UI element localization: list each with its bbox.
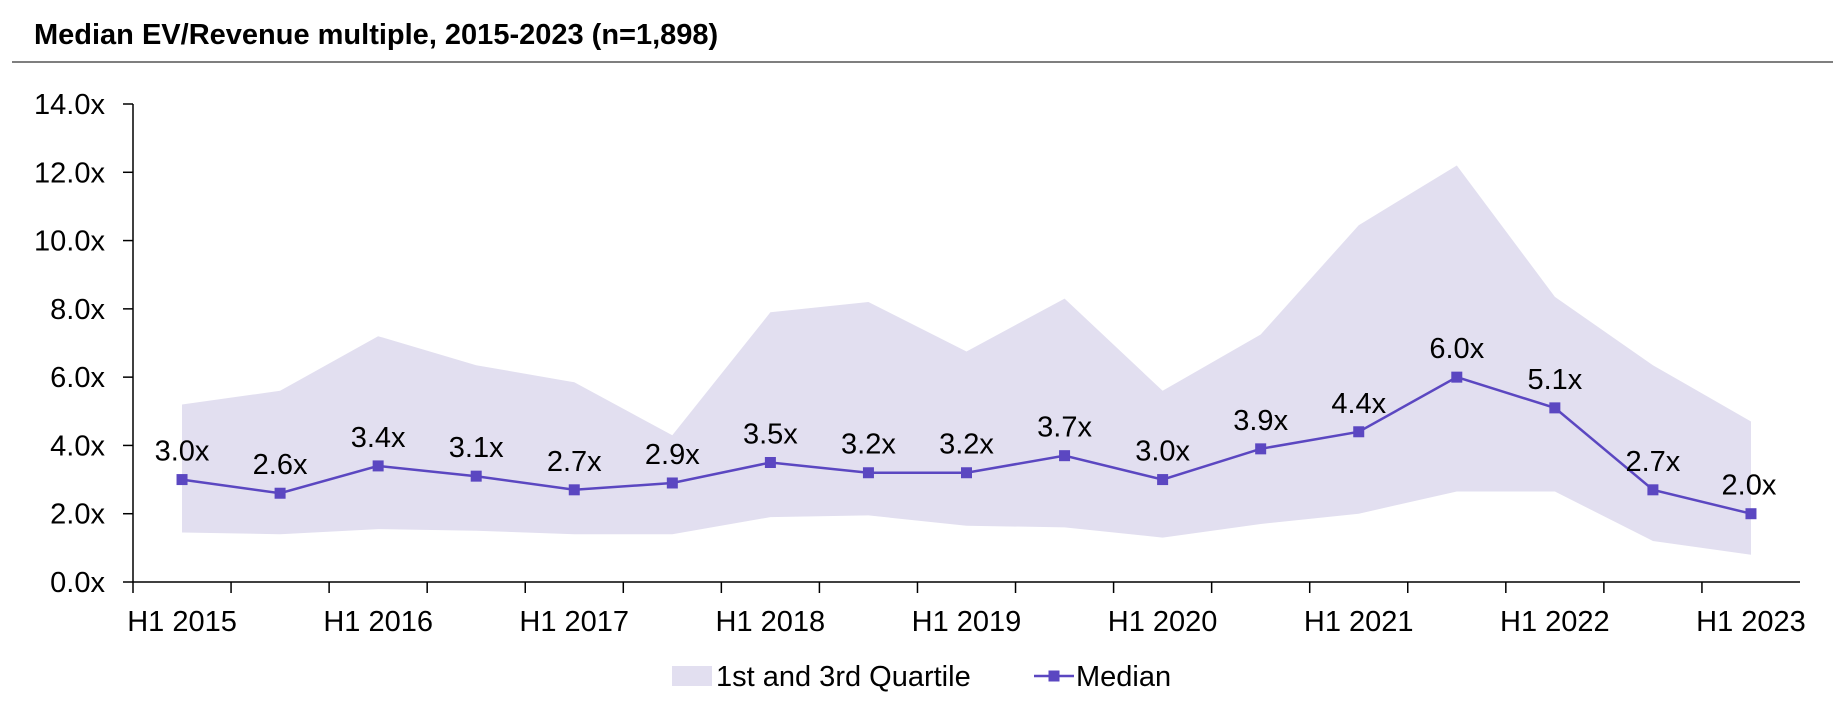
- legend-marker-median: [1048, 670, 1060, 682]
- legend-label-quartile: 1st and 3rd Quartile: [716, 661, 971, 693]
- y-tick-label: 4.0x: [50, 430, 105, 462]
- median-point: [1647, 484, 1659, 496]
- x-tick-label: H1 2016: [323, 606, 433, 638]
- median-point: [1353, 426, 1365, 438]
- data-label: 3.0x: [155, 436, 210, 468]
- data-label: 3.5x: [743, 419, 798, 451]
- quartile-area-layer: [182, 165, 1751, 555]
- data-label: 3.7x: [1037, 412, 1092, 444]
- y-tick-label: 2.0x: [50, 499, 105, 531]
- x-tick-label: H1 2021: [1304, 606, 1414, 638]
- data-label: 2.6x: [253, 449, 308, 481]
- data-label: 5.1x: [1527, 364, 1582, 396]
- data-labels: 3.0x 2.6x 3.4x 3.1x 2.7x 2.9x 3.5x 3.2x 3.2x 3.7x…: [155, 333, 1777, 502]
- y-tick-label: 10.0x: [34, 226, 105, 258]
- x-tick-label: H1 2020: [1108, 606, 1218, 638]
- x-tick-label: H1 2018: [716, 606, 826, 638]
- legend-swatch-quartile: [672, 666, 712, 686]
- median-point: [274, 487, 286, 499]
- median-point: [176, 474, 188, 486]
- y-tick-label: 14.0x: [34, 89, 105, 121]
- chart-title: Median EV/Revenue multiple, 2015-2023 (n…: [34, 19, 718, 51]
- data-label: 2.7x: [1625, 446, 1680, 478]
- data-label: 3.9x: [1233, 405, 1288, 437]
- x-tick-label: H1 2023: [1696, 606, 1806, 638]
- legend-label-median: Median: [1076, 661, 1171, 693]
- axes: 0.0x 2.0x 4.0x 6.0x 8.0x 10.0x 12.0x 14.0x H1 20…: [34, 89, 1806, 638]
- data-label: 6.0x: [1429, 333, 1484, 365]
- median-point: [372, 460, 384, 472]
- x-tick-label: H1 2019: [912, 606, 1022, 638]
- data-label: 3.4x: [351, 422, 406, 454]
- median-point: [1157, 474, 1169, 486]
- data-label: 2.0x: [1722, 470, 1777, 502]
- data-label: 2.9x: [645, 439, 700, 471]
- median-point: [961, 467, 972, 479]
- median-point: [1255, 443, 1267, 455]
- data-label: 4.4x: [1331, 388, 1386, 420]
- median-point: [1549, 402, 1561, 414]
- data-label: 2.7x: [547, 446, 602, 478]
- quartile-area: [182, 165, 1751, 555]
- median-line-layer: [176, 371, 1757, 520]
- median-point: [1451, 371, 1463, 383]
- data-label: 3.2x: [841, 429, 896, 461]
- y-tick-label: 6.0x: [50, 362, 105, 394]
- median-point: [1745, 508, 1757, 520]
- y-tick-label: 8.0x: [50, 294, 105, 326]
- y-tick-label: 12.0x: [34, 157, 105, 189]
- y-tick-label: 0.0x: [50, 567, 105, 599]
- x-tick-label: H1 2015: [127, 606, 237, 638]
- median-point: [470, 470, 482, 482]
- data-label: 3.1x: [449, 432, 504, 464]
- data-label: 3.2x: [939, 429, 994, 461]
- median-point: [764, 457, 776, 468]
- x-tick-label: H1 2022: [1500, 606, 1610, 638]
- x-tick-label: H1 2017: [519, 606, 629, 638]
- legend: 1st and 3rd Quartile Median: [672, 661, 1171, 693]
- median-point: [862, 467, 874, 479]
- median-point: [1059, 450, 1071, 462]
- median-point: [568, 484, 580, 496]
- median-point: [666, 477, 678, 489]
- data-label: 3.0x: [1135, 436, 1190, 468]
